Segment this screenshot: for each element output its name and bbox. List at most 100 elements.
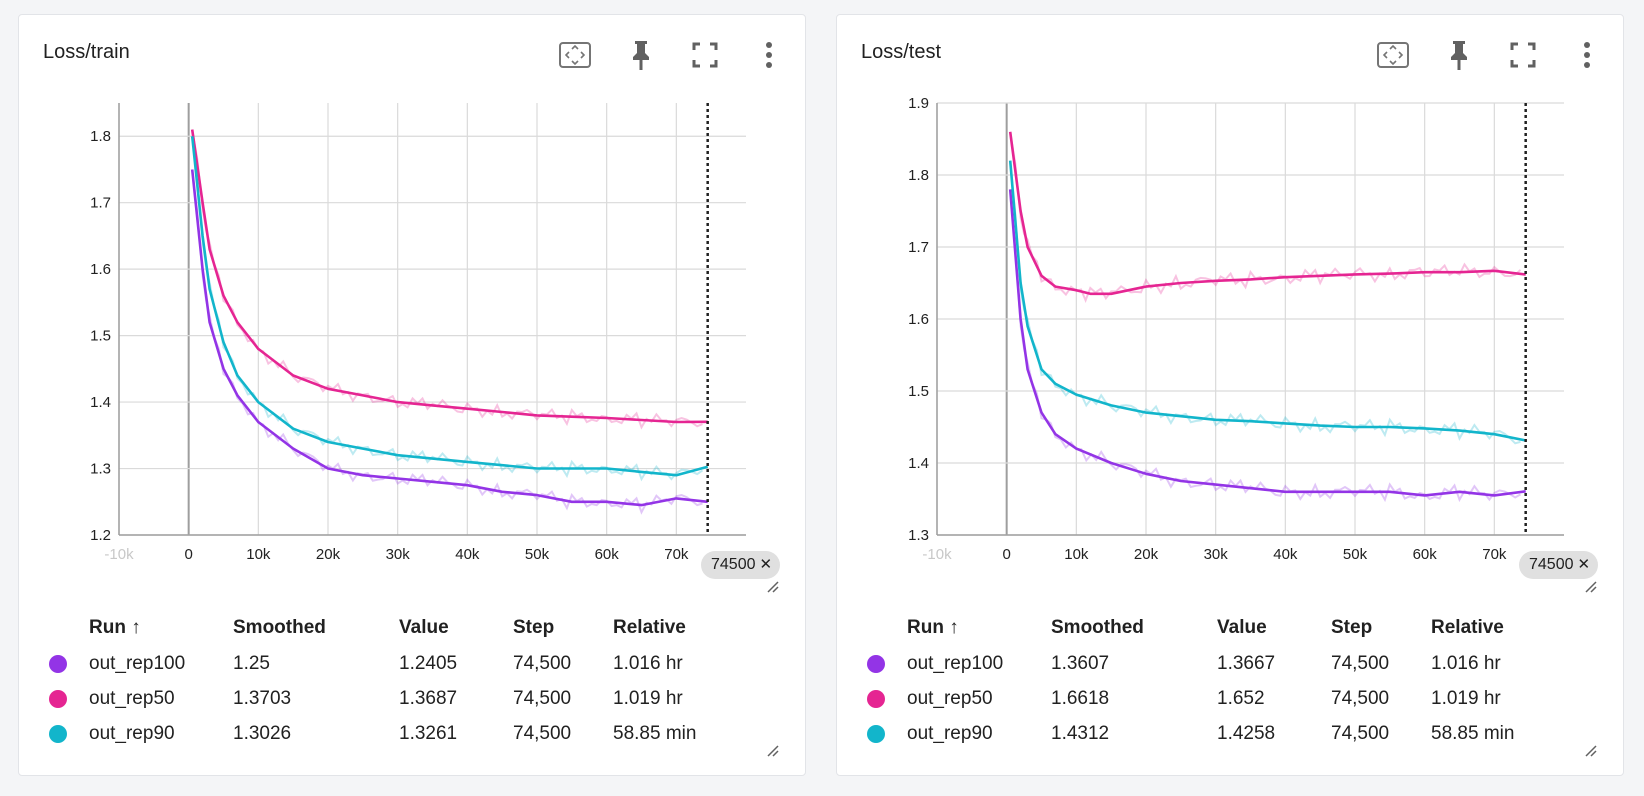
header-relative[interactable]: Relative: [613, 617, 686, 638]
resize-handle-icon[interactable]: [1583, 579, 1597, 593]
x-tick-label: 10k: [1064, 546, 1089, 563]
step-value: 74,500: [1331, 653, 1390, 674]
y-tick-label: 1.7: [908, 239, 929, 256]
raw-series-line-out_rep90: [191, 136, 704, 482]
smoothed-value: 1.4312: [1051, 723, 1110, 744]
y-tick-label: 1.6: [908, 311, 929, 328]
smoothed-value: 1.25: [233, 653, 270, 674]
resize-handle-icon[interactable]: [765, 579, 779, 593]
step-value: 74,500: [1331, 688, 1390, 709]
header-value[interactable]: Value: [399, 617, 449, 638]
raw-series-line-out_rep90: [1009, 160, 1521, 445]
run-name: out_rep100: [907, 653, 1004, 674]
resize-handle-icon[interactable]: [1583, 743, 1597, 757]
x-tick-label: 60k: [595, 546, 620, 563]
step-value: 74,500: [513, 688, 572, 709]
resize-handle-icon[interactable]: [765, 743, 779, 757]
pin-icon[interactable]: [1441, 37, 1477, 73]
fit-domain-icon[interactable]: [557, 37, 593, 73]
smoothed-value: 1.3703: [233, 688, 292, 709]
raw-value: 1.652: [1217, 688, 1265, 709]
chart-card-loss-train: Loss/train -10k 0 10k 20k 30k 40k 50k 60k 70k 1.2…: [18, 14, 806, 776]
pin-icon[interactable]: [623, 37, 659, 73]
header-run[interactable]: Run ↑: [89, 617, 141, 638]
series-line-out_rep90: [1008, 160, 1526, 442]
x-tick-label: 70k: [1482, 546, 1507, 563]
raw-value: 1.3667: [1217, 653, 1276, 674]
y-tick-label: 1.3: [908, 527, 929, 544]
chart-plot-area[interactable]: -10k 0 10k 20k 30k 40k 50k 60k 70k 1.3 1.4 1.5 1.6 1.…: [837, 85, 1625, 585]
header-relative[interactable]: Relative: [1431, 617, 1504, 638]
step-value: 74,500: [513, 653, 572, 674]
more-options-icon[interactable]: [751, 37, 787, 73]
chart-plot-area[interactable]: -10k 0 10k 20k 30k 40k 50k 60k 70k 1.2 1.3 1.4 1.5 1.…: [19, 85, 807, 585]
raw-series-line-out_rep50: [1009, 132, 1522, 303]
card-title: Loss/test: [861, 41, 942, 63]
x-tick-label: -10k: [104, 546, 134, 563]
x-tick-label: 50k: [525, 546, 550, 563]
series-line-out_rep90: [190, 136, 709, 477]
run-color-dot: [867, 655, 885, 673]
header-smoothed[interactable]: Smoothed: [233, 617, 326, 638]
header-value[interactable]: Value: [1217, 617, 1267, 638]
relative-time: 1.019 hr: [613, 688, 683, 709]
smoothed-value: 1.3607: [1051, 653, 1110, 674]
run-color-dot: [49, 655, 67, 673]
relative-time: 58.85 min: [1431, 723, 1515, 744]
header-run[interactable]: Run ↑: [907, 617, 959, 638]
x-tick-label: 40k: [455, 546, 480, 563]
x-tick-label: 20k: [1134, 546, 1159, 563]
x-tick-label: 70k: [664, 546, 689, 563]
y-tick-label: 1.5: [90, 328, 111, 345]
fullscreen-icon[interactable]: [687, 37, 723, 73]
run-name: out_rep90: [907, 723, 993, 744]
header-step[interactable]: Step: [1331, 617, 1373, 638]
x-tick-label: 10k: [246, 546, 271, 563]
relative-time: 58.85 min: [613, 723, 697, 744]
run-color-dot: [49, 725, 67, 743]
close-icon[interactable]: ✕: [1577, 556, 1591, 573]
series-line-out_rep100: [1008, 189, 1526, 497]
step-cursor-badge[interactable]: 74500 ✕: [701, 551, 781, 579]
x-tick-label: 30k: [386, 546, 411, 563]
y-tick-label: 1.8: [90, 128, 111, 145]
step-value: 74,500: [513, 723, 572, 744]
relative-time: 1.016 hr: [613, 653, 683, 674]
raw-value: 1.2405: [399, 653, 458, 674]
run-name: out_rep90: [89, 723, 175, 744]
y-tick-label: 1.7: [90, 195, 111, 212]
y-tick-label: 1.2: [90, 527, 111, 544]
relative-time: 1.016 hr: [1431, 653, 1501, 674]
step-cursor-badge[interactable]: 74500 ✕: [1519, 551, 1599, 579]
run-color-dot: [49, 690, 67, 708]
run-color-dot: [867, 690, 885, 708]
close-icon[interactable]: ✕: [759, 556, 773, 573]
x-tick-label: 60k: [1413, 546, 1438, 563]
run-name: out_rep50: [907, 688, 993, 709]
run-name: out_rep100: [89, 653, 186, 674]
more-options-icon[interactable]: [1569, 37, 1605, 73]
fit-domain-icon[interactable]: [1375, 37, 1411, 73]
y-tick-label: 1.9: [908, 95, 929, 112]
chart-card-loss-test: Loss/test -10k 0 10k 20k 30k 40k 50k 60k 70k 1.3 1…: [836, 14, 1624, 776]
x-tick-label: -10k: [922, 546, 952, 563]
y-tick-label: 1.6: [90, 261, 111, 278]
header-step[interactable]: Step: [513, 617, 555, 638]
series-line-out_rep100: [190, 169, 708, 507]
card-title: Loss/train: [43, 41, 130, 63]
x-tick-label: 50k: [1343, 546, 1368, 563]
raw-value: 1.4258: [1217, 723, 1276, 744]
raw-value: 1.3261: [399, 723, 458, 744]
series-line-out_rep50: [190, 129, 708, 424]
x-tick-label: 0: [1002, 546, 1010, 563]
relative-time: 1.019 hr: [1431, 688, 1501, 709]
y-tick-label: 1.4: [90, 394, 111, 411]
run-name: out_rep50: [89, 688, 175, 709]
series-line-out_rep50: [1008, 131, 1526, 296]
header-smoothed[interactable]: Smoothed: [1051, 617, 1144, 638]
step-value: 74,500: [1331, 723, 1390, 744]
x-tick-label: 0: [184, 546, 192, 563]
smoothed-value: 1.3026: [233, 723, 292, 744]
x-tick-label: 30k: [1204, 546, 1229, 563]
fullscreen-icon[interactable]: [1505, 37, 1541, 73]
